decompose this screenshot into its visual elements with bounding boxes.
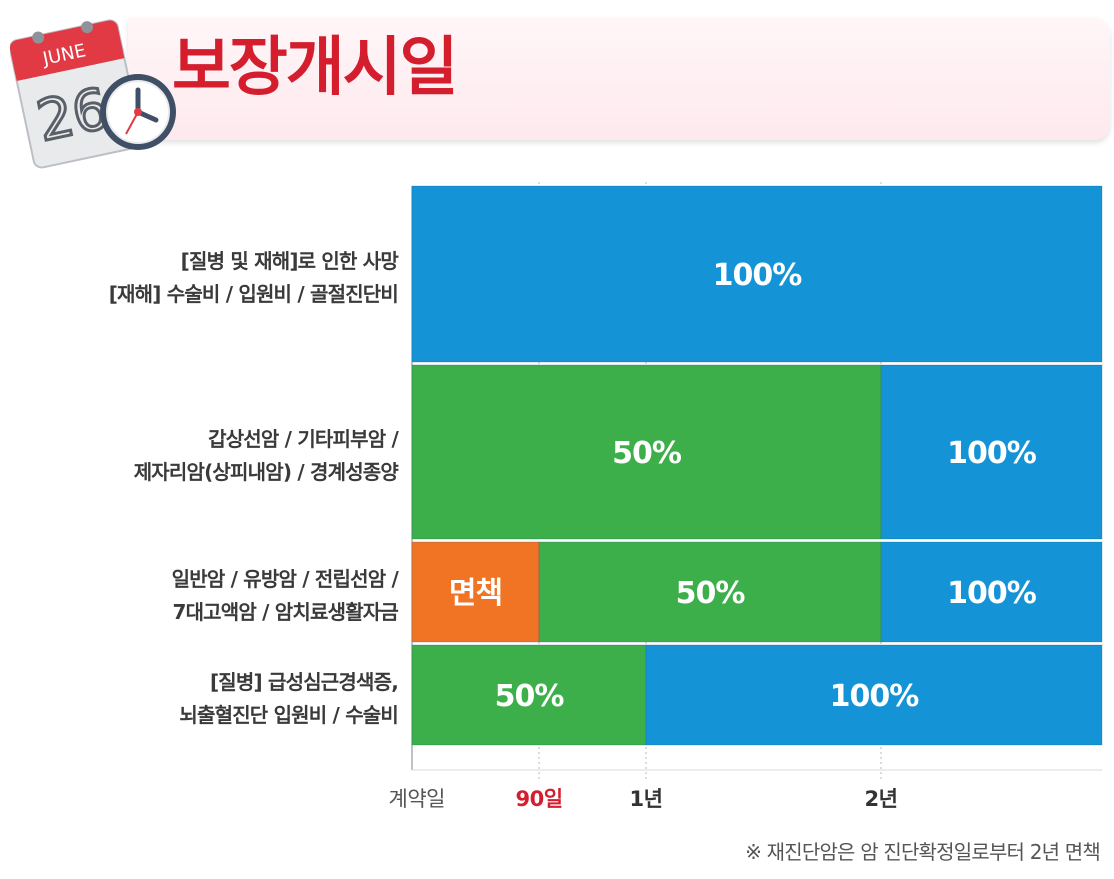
segment-label: 100%	[947, 436, 1037, 471]
segment-label: 100%	[947, 576, 1037, 611]
x-tick-label: 1년	[630, 787, 663, 811]
segment-label: 100%	[713, 258, 803, 293]
segment-label: 100%	[830, 679, 920, 714]
bar-segment	[411, 185, 1103, 363]
calendar-clock-icon: JUNE 26	[10, 19, 176, 169]
row-label: 갑상선암 / 기타피부암 /	[208, 427, 399, 451]
header-banner	[128, 18, 1110, 140]
bar-segment	[411, 364, 882, 540]
row-label: 7대고액암 / 암치료생활자금	[172, 600, 398, 624]
bar-segment	[538, 541, 882, 643]
row-label: [재해] 수술비 / 입원비 / 골절진단비	[109, 282, 398, 306]
bar-segment	[411, 644, 647, 746]
segment-label: 면책	[449, 576, 502, 611]
row-label: [질병] 급성심근경색증,	[210, 670, 398, 694]
row-label: 뇌출혈진단 입원비 / 수술비	[179, 703, 398, 727]
row-label: [질병 및 재해]로 인한 사망	[181, 249, 400, 273]
page-title: 보장개시일	[172, 31, 458, 105]
segment-label: 50%	[676, 576, 746, 611]
x-tick-label: 계약일	[389, 787, 445, 811]
bar-segment	[880, 364, 1103, 540]
chart-footnote: ※ 재진단암은 암 진단확정일로부터 2년 면책	[745, 840, 1101, 864]
bar-segment	[645, 644, 1103, 746]
row-label: 일반암 / 유방암 / 전립선암 /	[172, 567, 400, 591]
x-tick-label: 90일	[515, 787, 562, 811]
row-label: 제자리암(상피내암) / 경계성종양	[134, 460, 400, 484]
segment-label: 50%	[612, 436, 682, 471]
bar-segment	[411, 541, 540, 643]
bar-segment	[880, 541, 1103, 643]
segment-label: 50%	[495, 679, 565, 714]
x-tick-label: 2년	[865, 787, 898, 811]
